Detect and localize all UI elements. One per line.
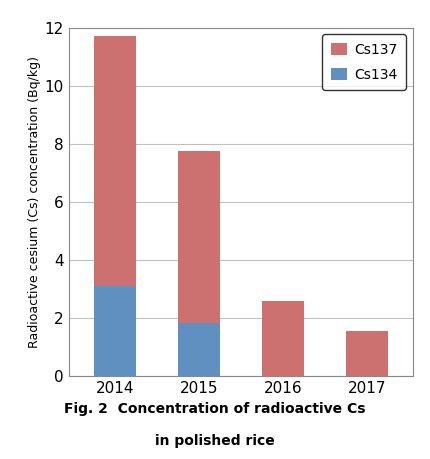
Legend: Cs137, Cs134: Cs137, Cs134: [322, 34, 406, 90]
Bar: [94, 36, 136, 286]
Text: in polished rice: in polished rice: [155, 434, 275, 448]
Y-axis label: Radioactive cesium (Cs) concentration (Bq/kg): Radioactive cesium (Cs) concentration (B…: [28, 56, 40, 348]
Bar: [178, 323, 220, 376]
Bar: [262, 301, 304, 376]
Bar: [178, 151, 220, 323]
Bar: [94, 286, 136, 376]
Text: Fig. 2  Concentration of radioactive Cs: Fig. 2 Concentration of radioactive Cs: [64, 402, 366, 416]
Bar: [346, 331, 387, 376]
